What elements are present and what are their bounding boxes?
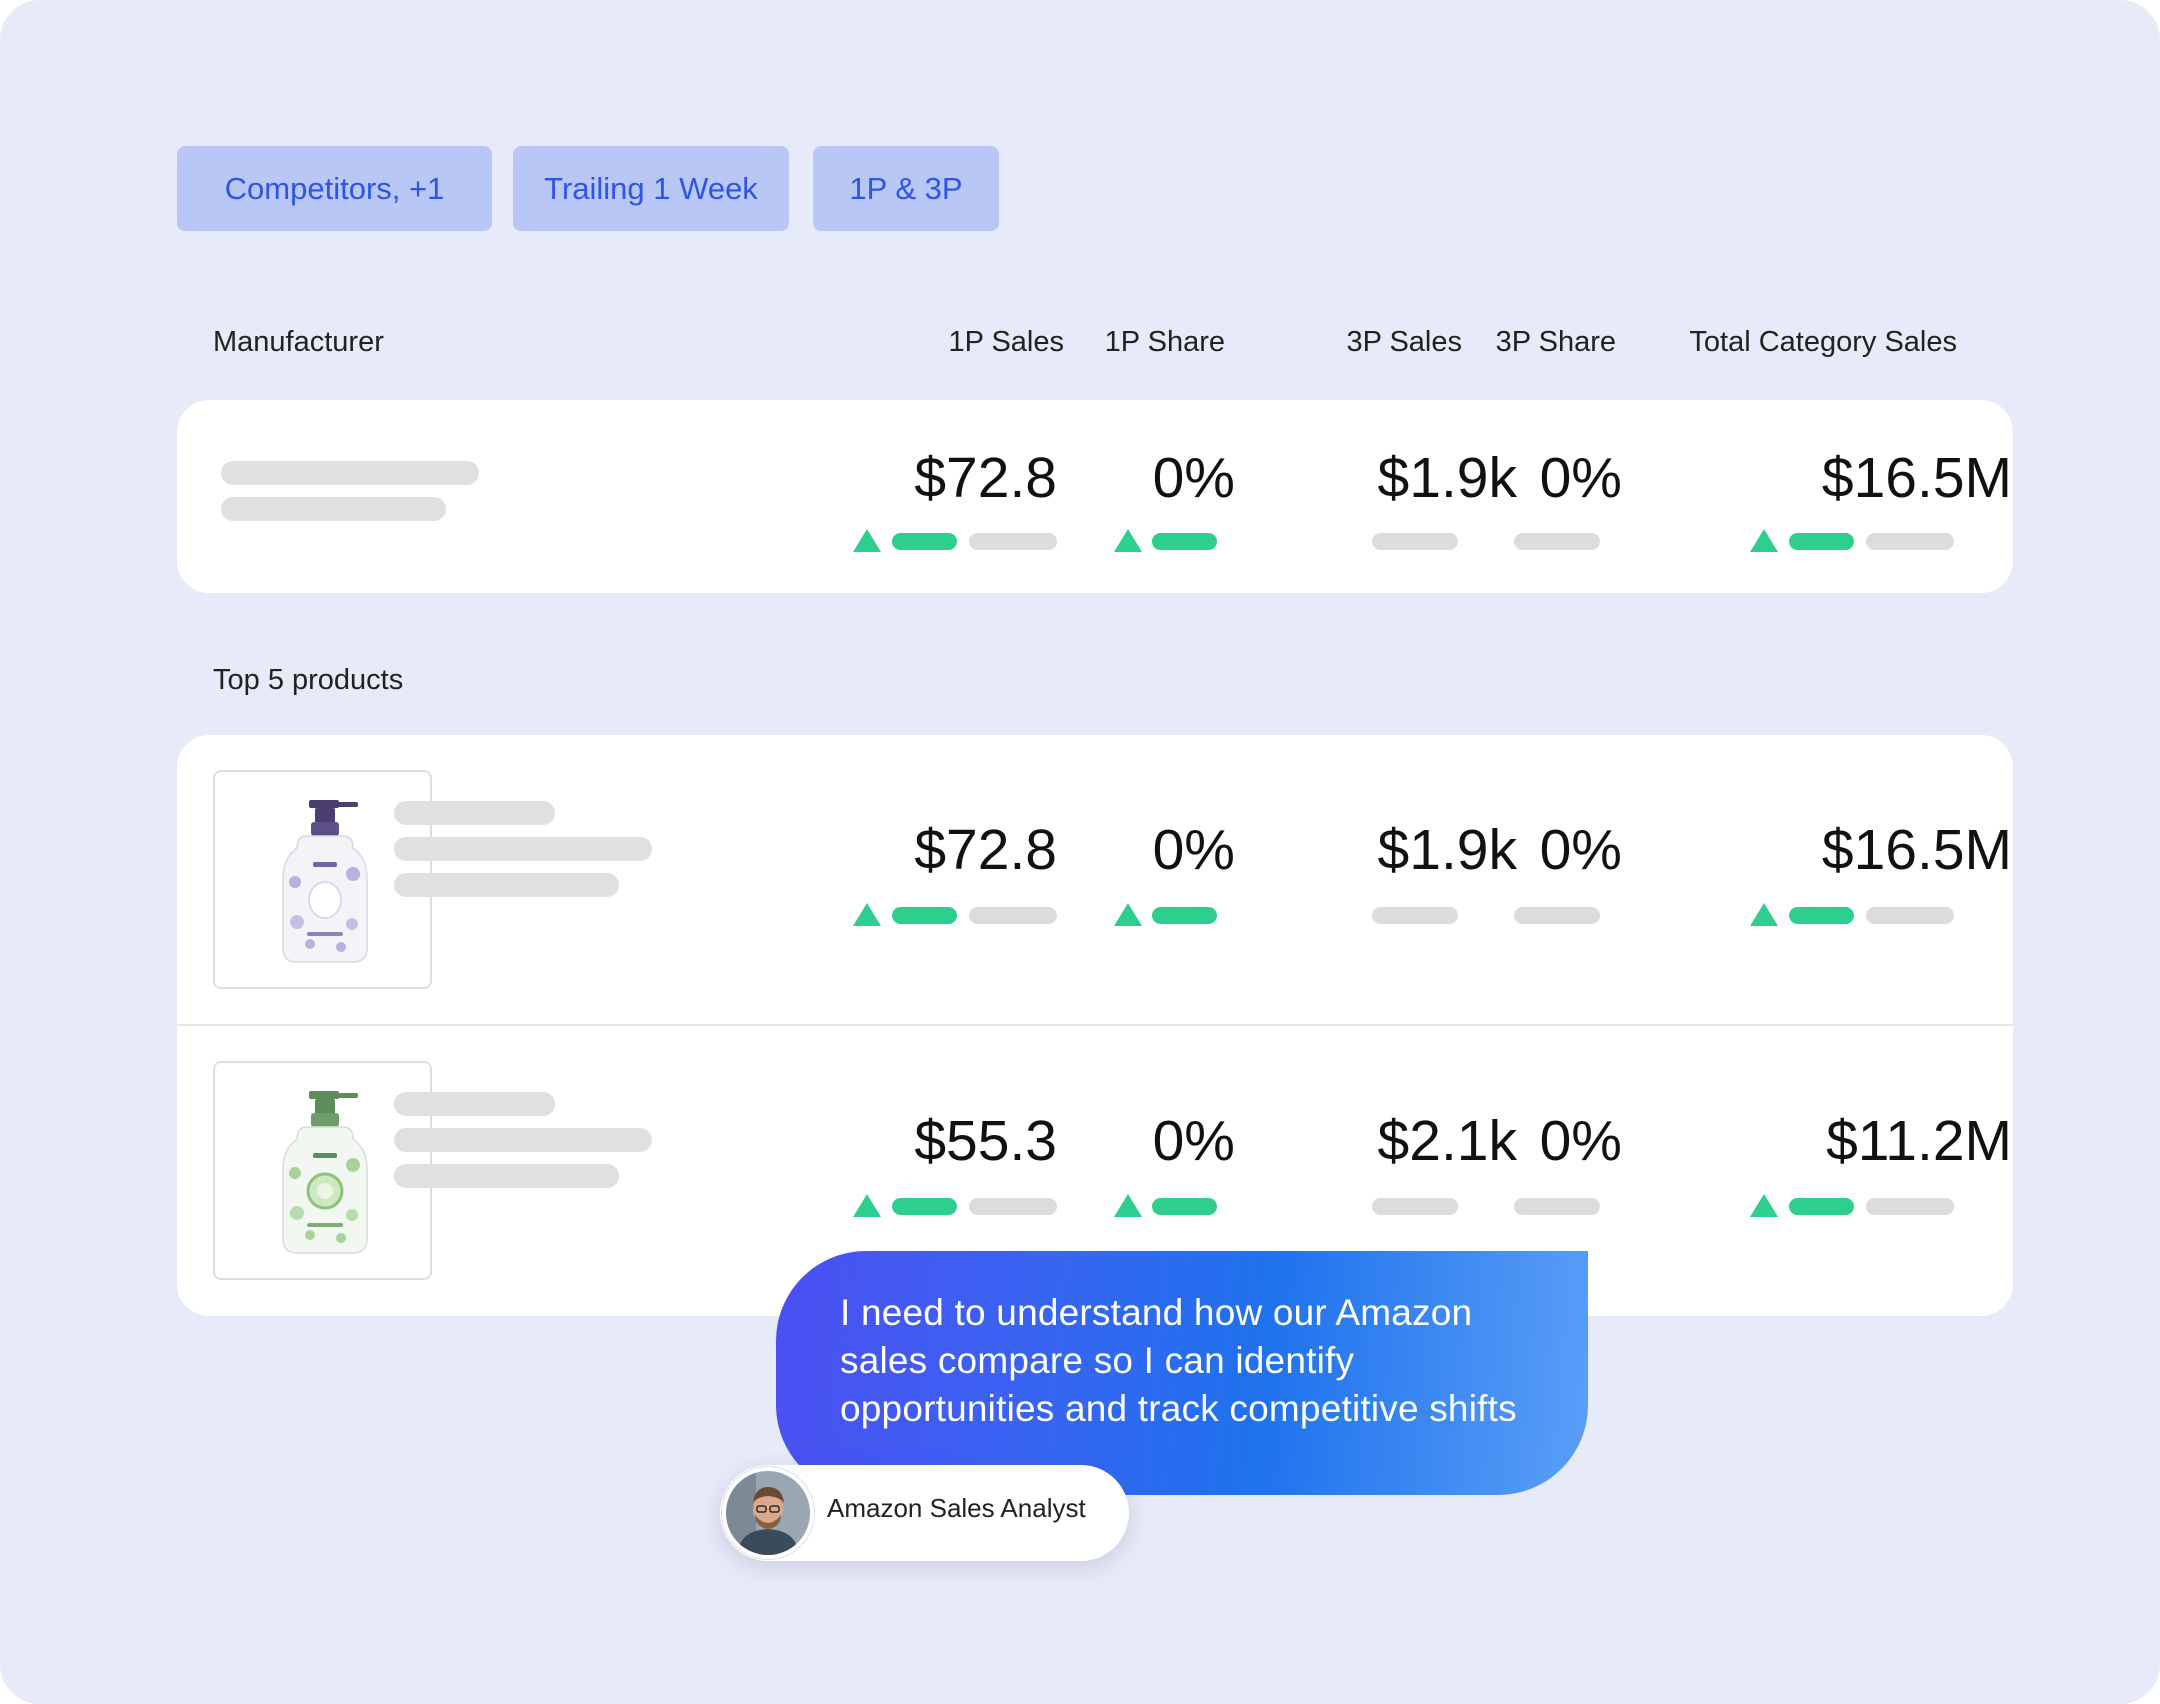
trend-placeholder [1514, 533, 1600, 550]
metric-1p-share: 0% [1152, 818, 1235, 882]
metric-1p-sales: $72.8 [914, 446, 1057, 510]
column-header-manufacturer[interactable]: Manufacturer [213, 326, 384, 358]
trend-placeholder [969, 1198, 1057, 1215]
metric-1p-share: 0% [1152, 446, 1235, 510]
up-triangle-icon [1114, 903, 1142, 926]
quote-text: I need to understand how our Amazon sale… [840, 1292, 1517, 1429]
trend-placeholder [1514, 1198, 1600, 1215]
trend-bar [1789, 533, 1854, 550]
trend-bar [892, 533, 957, 550]
metric-3p-sales: $1.9k [1377, 818, 1517, 882]
column-header-3p-sales[interactable]: 3P Sales [1346, 326, 1462, 358]
product-row[interactable]: $72.8 0% $1.9k 0% $16.5M [177, 735, 2013, 1024]
metric-3p-share: 0% [1539, 1109, 1622, 1173]
up-triangle-icon [1114, 1194, 1142, 1217]
persona-chip: Amazon Sales Analyst [720, 1465, 1129, 1561]
metric-1p-sales: $55.3 [914, 1109, 1057, 1173]
section-title-top-products: Top 5 products [213, 664, 404, 696]
trend-bar [1152, 1198, 1217, 1215]
name-placeholder [394, 1092, 555, 1116]
products-table: $72.8 0% $1.9k 0% $16.5M [177, 735, 2013, 1316]
trend-placeholder [1866, 533, 1954, 550]
metric-total-sales: $16.5M [1821, 818, 2012, 882]
cucumber-soap-bottle-icon [282, 1091, 368, 1254]
trend-placeholder [1372, 1198, 1458, 1215]
name-placeholder [221, 461, 479, 485]
trend-placeholder [1372, 907, 1458, 924]
metric-3p-sales: $2.1k [1377, 1109, 1517, 1173]
filter-seller-type-button[interactable]: 1P & 3P [813, 146, 999, 231]
person-avatar-icon [726, 1471, 810, 1555]
up-triangle-icon [853, 1194, 881, 1217]
up-triangle-icon [853, 529, 881, 552]
name-placeholder [394, 801, 555, 825]
avatar [722, 1467, 814, 1559]
lavender-soap-bottle-icon [282, 800, 368, 963]
product-row[interactable]: $55.3 0% $2.1k 0% $11.2M [177, 1026, 2013, 1316]
column-header-total-category-sales[interactable]: Total Category Sales [1689, 326, 1957, 358]
metric-3p-share: 0% [1539, 818, 1622, 882]
quote-bubble: I need to understand how our Amazon sale… [776, 1251, 1588, 1495]
filter-competitors-button[interactable]: Competitors, +1 [177, 146, 492, 231]
up-triangle-icon [1750, 529, 1778, 552]
row-divider [177, 1024, 2013, 1026]
up-triangle-icon [1750, 903, 1778, 926]
filter-period-button[interactable]: Trailing 1 Week [513, 146, 789, 231]
metric-3p-sales: $1.9k [1377, 446, 1517, 510]
trend-bar [892, 907, 957, 924]
metric-total-sales: $11.2M [1826, 1109, 2012, 1173]
manufacturer-row[interactable]: $72.8 0% $1.9k 0% $16.5M [177, 400, 2013, 593]
name-placeholder [394, 837, 652, 861]
trend-placeholder [969, 907, 1057, 924]
trend-bar [1789, 1198, 1854, 1215]
up-triangle-icon [1114, 529, 1142, 552]
filter-label: Trailing 1 Week [544, 170, 758, 206]
column-header-1p-share[interactable]: 1P Share [1104, 326, 1225, 358]
trend-placeholder [1866, 907, 1954, 924]
trend-bar [1152, 907, 1217, 924]
metric-1p-share: 0% [1152, 1109, 1235, 1173]
filter-label: Competitors, +1 [224, 170, 445, 206]
trend-bar [1789, 907, 1854, 924]
trend-placeholder [1514, 907, 1600, 924]
trend-placeholder [1372, 533, 1458, 550]
name-placeholder [221, 497, 446, 521]
up-triangle-icon [1750, 1194, 1778, 1217]
metric-total-sales: $16.5M [1821, 446, 2012, 510]
filter-label: 1P & 3P [849, 170, 963, 206]
trend-bar [892, 1198, 957, 1215]
column-header-1p-sales[interactable]: 1P Sales [948, 326, 1064, 358]
trend-placeholder [969, 533, 1057, 550]
name-placeholder [394, 1164, 619, 1188]
column-header-3p-share[interactable]: 3P Share [1495, 326, 1616, 358]
metric-1p-sales: $72.8 [914, 818, 1057, 882]
name-placeholder [394, 1128, 652, 1152]
trend-bar [1152, 533, 1217, 550]
up-triangle-icon [853, 903, 881, 926]
name-placeholder [394, 873, 619, 897]
metric-3p-share: 0% [1539, 446, 1622, 510]
persona-name: Amazon Sales Analyst [827, 1493, 1086, 1523]
trend-placeholder [1866, 1198, 1954, 1215]
